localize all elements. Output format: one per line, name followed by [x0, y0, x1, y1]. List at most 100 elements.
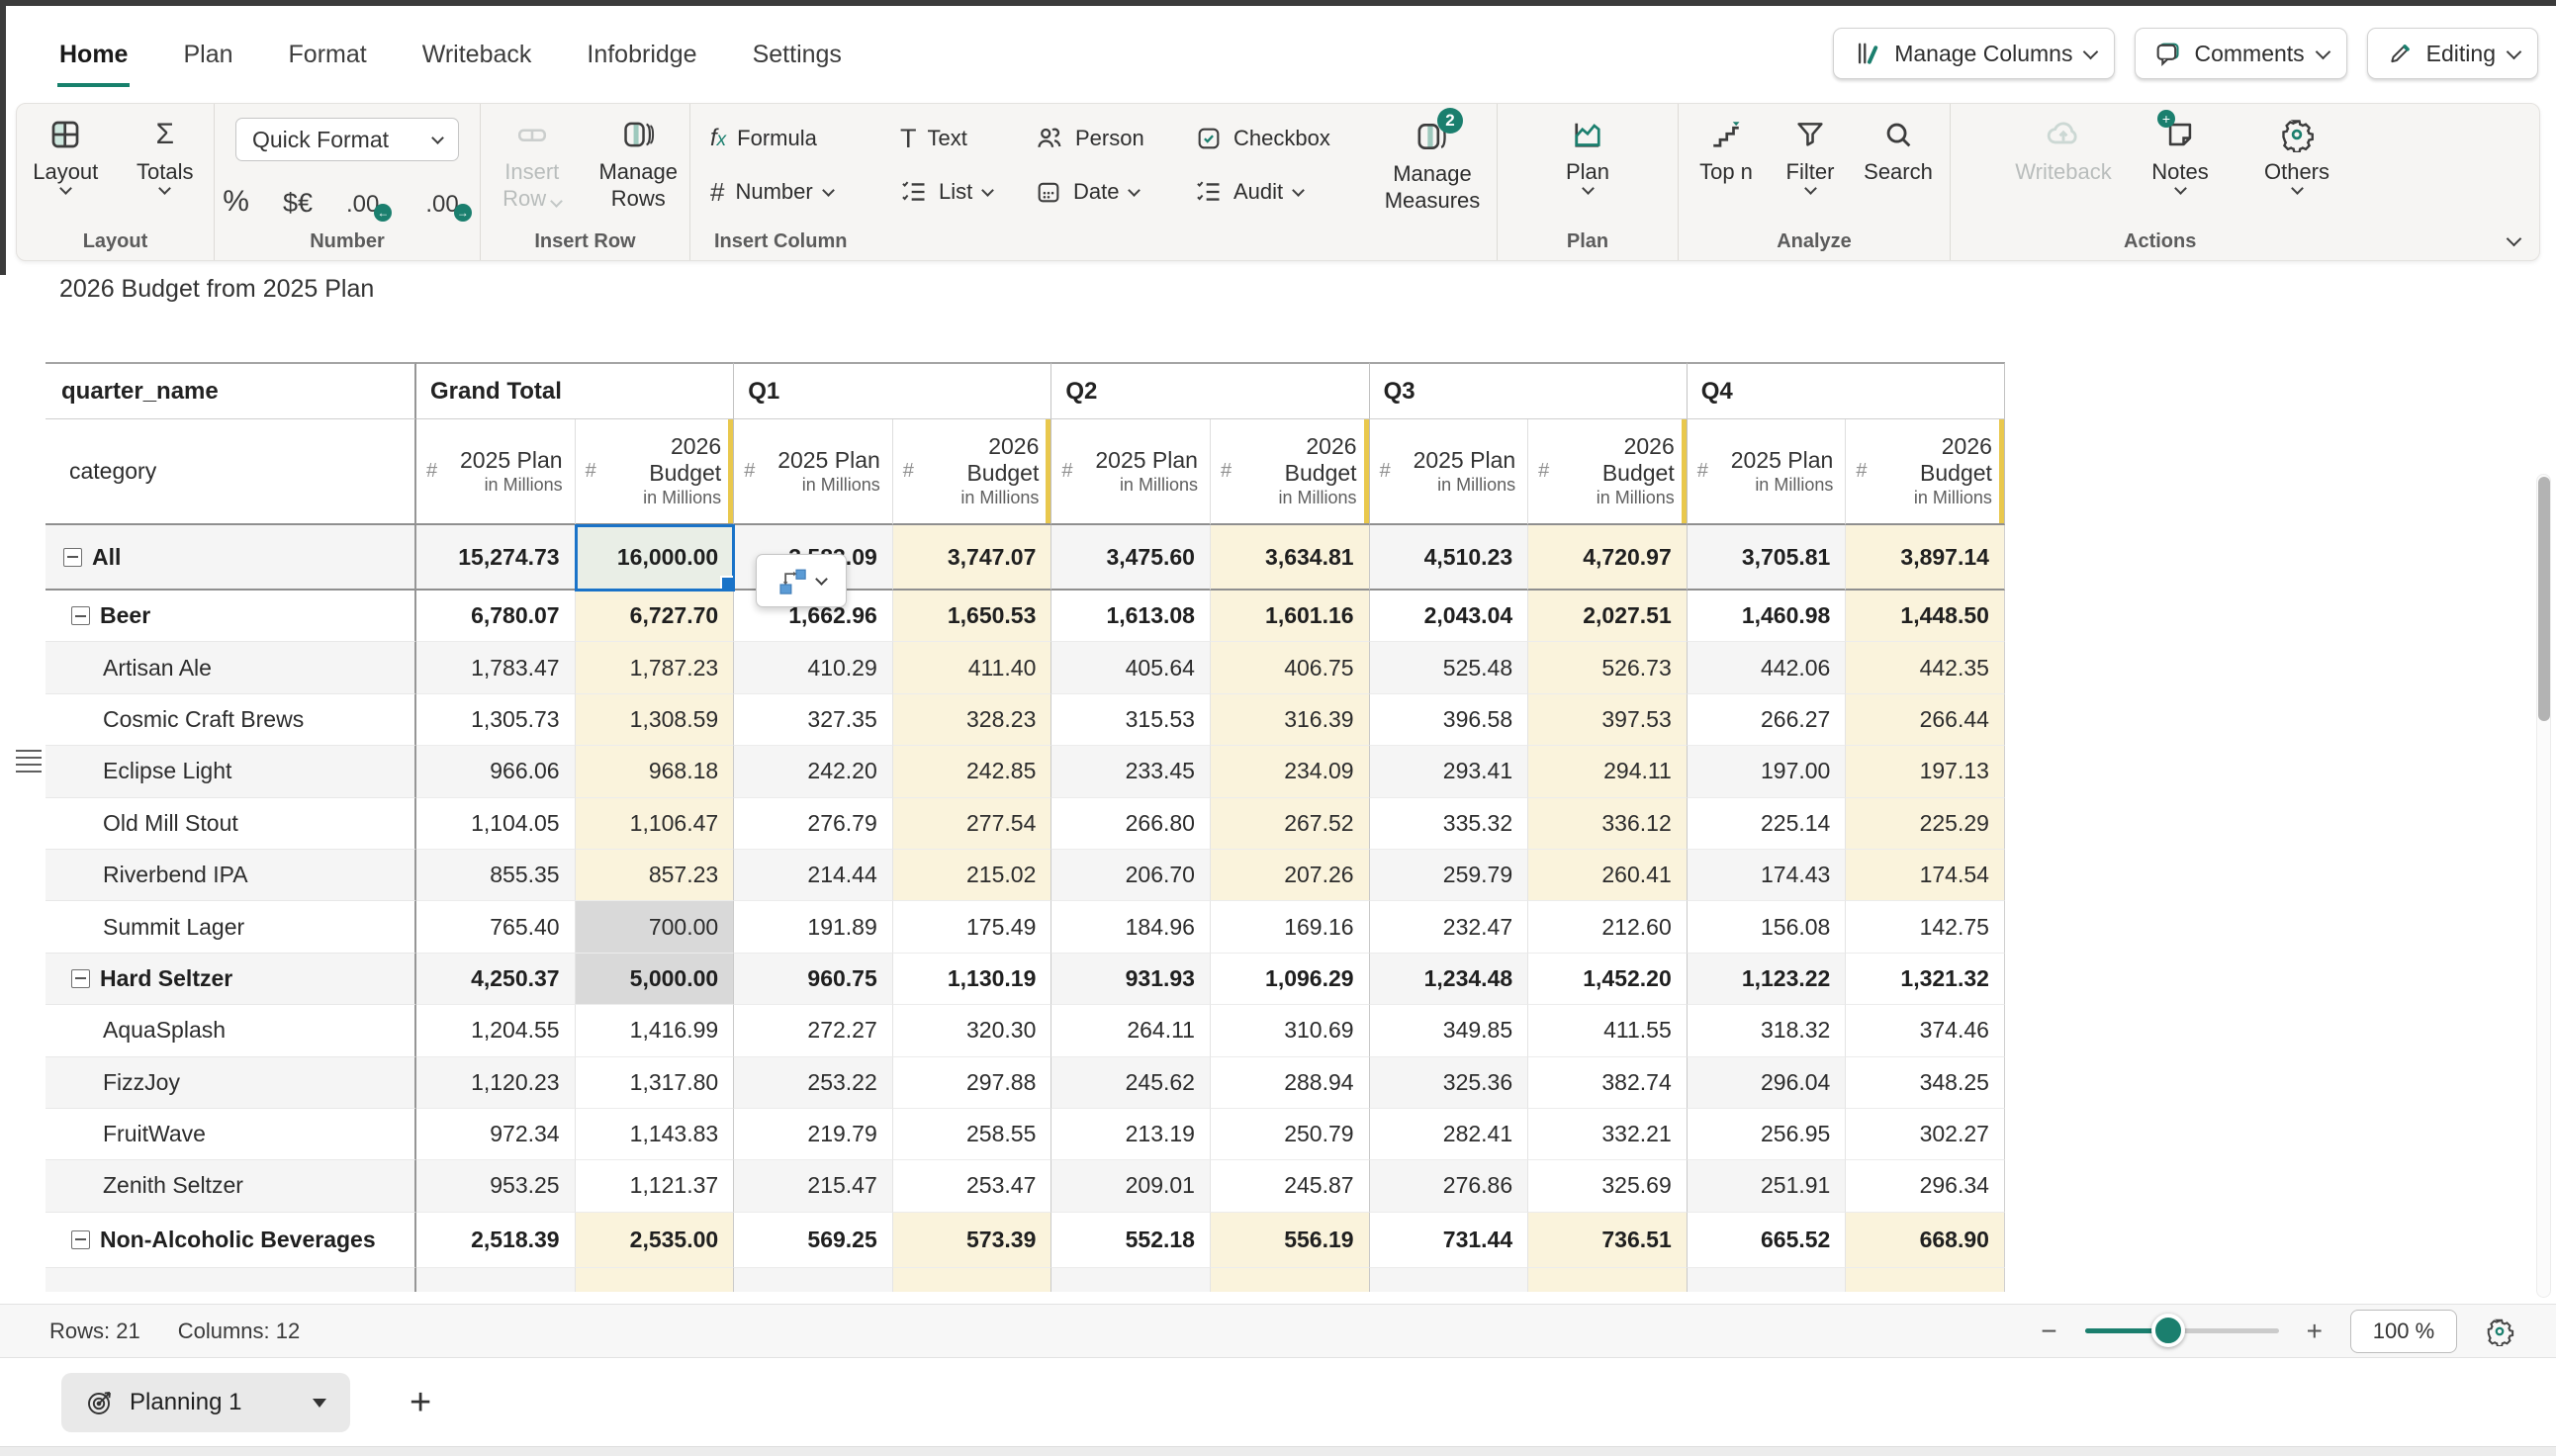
grid-cell[interactable]: 242.85 [893, 746, 1052, 797]
zoom-out-button[interactable]: − [2041, 1316, 2056, 1347]
grid-cell[interactable]: 573.39 [893, 1213, 1052, 1268]
grid-cell[interactable]: 6,727.70 [576, 591, 735, 642]
others-button[interactable]: Others [2245, 114, 2348, 193]
sheet-tab-planning-1[interactable]: Planning 1 [61, 1373, 350, 1432]
grid-cell[interactable]: 1,096.29 [1211, 954, 1370, 1005]
grid-cell[interactable]: 253.47 [893, 1160, 1052, 1212]
grid-cell[interactable]: 5,000.00 [576, 954, 735, 1005]
grid-cell[interactable] [1370, 1268, 1529, 1292]
grid-cell[interactable]: 397.53 [1528, 694, 1688, 746]
grid-cell[interactable]: 1,123.22 [1688, 954, 1847, 1005]
grid-cell[interactable]: 219.79 [734, 1109, 893, 1160]
grid-cell[interactable]: 3,897.14 [1846, 525, 2005, 591]
row-label[interactable]: Hard Seltzer [46, 954, 416, 1005]
grid-cell[interactable]: 175.49 [893, 901, 1052, 953]
selection-fill-handle[interactable] [720, 576, 734, 591]
grid-cell[interactable]: 197.00 [1688, 746, 1847, 797]
plan-measure-header[interactable]: #2025 Planin Millions [1688, 419, 1847, 525]
grid-cell[interactable]: 251.91 [1688, 1160, 1847, 1212]
grid-cell[interactable]: 206.70 [1051, 850, 1211, 901]
grid-cell[interactable]: 266.27 [1688, 694, 1847, 746]
grid-cell[interactable]: 4,510.23 [1370, 525, 1529, 591]
row-label[interactable]: AquaSplash [46, 1005, 416, 1056]
insert-audit-column-button[interactable]: Audit [1195, 178, 1375, 206]
grid-cell[interactable]: 215.02 [893, 850, 1052, 901]
writeback-button[interactable]: Writeback [2012, 114, 2115, 193]
grid-cell[interactable]: 1,204.55 [416, 1005, 576, 1056]
grid-cell[interactable]: 1,321.32 [1846, 954, 2005, 1005]
grid-cell[interactable]: 276.86 [1370, 1160, 1529, 1212]
row-label[interactable]: FruitWave [46, 1109, 416, 1160]
grid-cell[interactable]: 225.29 [1846, 798, 2005, 850]
grid-cell[interactable]: 325.69 [1528, 1160, 1688, 1212]
grid-cell[interactable]: 411.55 [1528, 1005, 1688, 1056]
grid-cell[interactable]: 169.16 [1211, 901, 1370, 953]
column-group-header-q2[interactable]: Q2 [1051, 362, 1369, 419]
comments-button[interactable]: Comments [2135, 28, 2346, 79]
grid-cell[interactable]: 256.95 [1688, 1109, 1847, 1160]
grid-cell[interactable]: 1,601.16 [1211, 591, 1370, 642]
grid-cell[interactable]: 765.40 [416, 901, 576, 953]
insert-row-button[interactable]: Insert Row [481, 114, 584, 212]
grid-cell[interactable]: 348.25 [1846, 1057, 2005, 1109]
grid-cell[interactable]: 209.01 [1051, 1160, 1211, 1212]
grid-cell[interactable]: 2,518.39 [416, 1213, 576, 1268]
grid-cell[interactable]: 736.51 [1528, 1213, 1688, 1268]
grid-cell[interactable]: 1,448.50 [1846, 591, 2005, 642]
grid-cell[interactable]: 297.88 [893, 1057, 1052, 1109]
grid-cell[interactable]: 259.79 [1370, 850, 1529, 901]
collapse-toggle-icon[interactable] [71, 969, 90, 988]
vertical-scrollbar-thumb[interactable] [2538, 477, 2550, 721]
menu-tab-home[interactable]: Home [57, 21, 130, 87]
grid-cell[interactable] [893, 1268, 1052, 1292]
zoom-slider-knob[interactable] [2151, 1314, 2185, 1347]
grid-cell[interactable]: 966.06 [416, 746, 576, 797]
row-label[interactable]: Summit Lager [46, 901, 416, 953]
grid-cell[interactable] [576, 1268, 735, 1292]
quick-format-dropdown[interactable]: Quick Format [235, 118, 459, 161]
grid-cell[interactable]: 857.23 [576, 850, 735, 901]
grid-cell[interactable]: 442.06 [1688, 642, 1847, 693]
grid-cell[interactable]: 2,535.00 [576, 1213, 735, 1268]
menu-tab-format[interactable]: Format [287, 21, 369, 87]
grid-cell[interactable]: 668.90 [1846, 1213, 2005, 1268]
grid-cell[interactable]: 968.18 [576, 746, 735, 797]
grid-cell[interactable]: 16,000.00 [576, 525, 735, 591]
row-label[interactable]: Artisan Ale [46, 642, 416, 693]
grid-cell[interactable] [1528, 1268, 1688, 1292]
plan-measure-header[interactable]: #2025 Planin Millions [734, 419, 893, 525]
grid-cell[interactable]: 4,250.37 [416, 954, 576, 1005]
plan-measure-header[interactable]: #2025 Planin Millions [416, 419, 576, 525]
grid-cell[interactable]: 569.25 [734, 1213, 893, 1268]
grid-cell[interactable]: 15,274.73 [416, 525, 576, 591]
row-label[interactable]: Cosmic Craft Brews [46, 694, 416, 746]
grid-cell[interactable]: 260.41 [1528, 850, 1688, 901]
grid-cell[interactable]: 316.39 [1211, 694, 1370, 746]
grid-cell[interactable]: 277.54 [893, 798, 1052, 850]
grid-cell[interactable]: 1,650.53 [893, 591, 1052, 642]
grid-cell[interactable]: 405.64 [1051, 642, 1211, 693]
grid-cell[interactable]: 1,130.19 [893, 954, 1052, 1005]
grid-cell[interactable]: 1,120.23 [416, 1057, 576, 1109]
insert-person-column-button[interactable]: Person [1035, 124, 1195, 153]
grid-cell[interactable]: 266.44 [1846, 694, 2005, 746]
grid-cell[interactable]: 242.20 [734, 746, 893, 797]
budget-measure-header[interactable]: #2026Budgetin Millions [576, 419, 735, 525]
grid-cell[interactable]: 1,416.99 [576, 1005, 735, 1056]
row-label[interactable]: Beer [46, 591, 416, 642]
grid-cell[interactable]: 174.54 [1846, 850, 2005, 901]
grid-cell[interactable]: 267.52 [1211, 798, 1370, 850]
notes-button[interactable]: + Notes [2129, 114, 2232, 193]
grid-cell[interactable]: 272.27 [734, 1005, 893, 1056]
grid-cell[interactable]: 1,787.23 [576, 642, 735, 693]
grid-cell[interactable]: 250.79 [1211, 1109, 1370, 1160]
row-label[interactable]: Zenith Seltzer [46, 1160, 416, 1212]
column-group-header-grand-total[interactable]: Grand Total [416, 362, 734, 419]
insert-checkbox-column-button[interactable]: Checkbox [1195, 125, 1375, 152]
grid-cell[interactable]: 3,475.60 [1051, 525, 1211, 591]
zoom-level-value[interactable]: 100 % [2350, 1310, 2457, 1353]
grid-cell[interactable]: 953.25 [416, 1160, 576, 1212]
grid-cell[interactable]: 253.22 [734, 1057, 893, 1109]
grid-cell[interactable]: 526.73 [1528, 642, 1688, 693]
totals-button[interactable]: Σ Totals [117, 114, 215, 193]
